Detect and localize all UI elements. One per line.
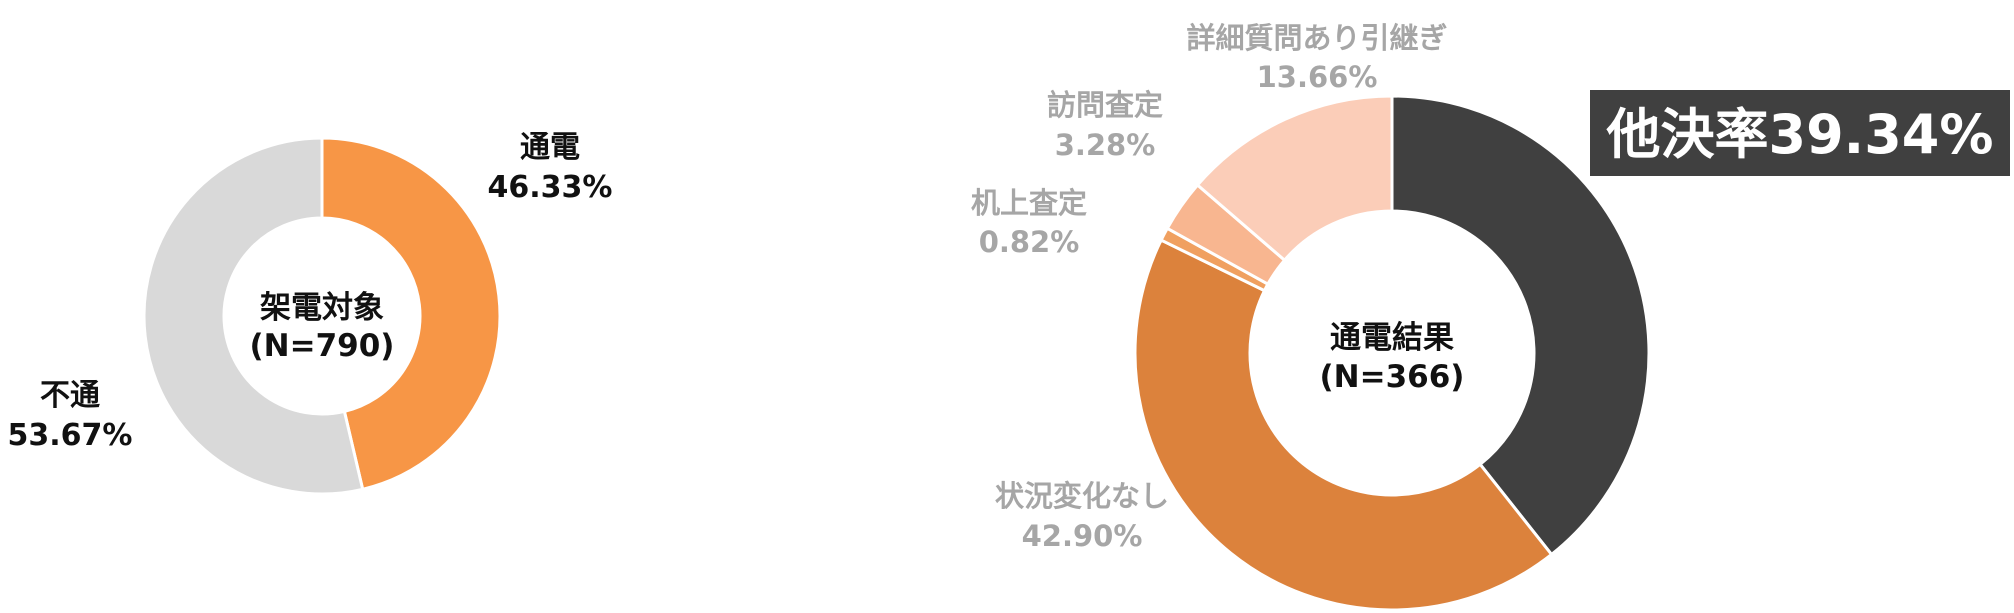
chart2-slice-1 <box>1133 238 1554 612</box>
chart1-label-connected-name: 通電 <box>520 130 580 165</box>
chart2-label-desk-pct: 0.82% <box>979 225 1080 259</box>
chart2-label-detailed-pct: 13.66% <box>1257 60 1378 94</box>
donut-chart-call-results: 通電結果 (N=366) 詳細質問あり引継ぎ 13.66% 訪問査定 3.28%… <box>971 21 2010 612</box>
chart1-center-title: 架電対象 <box>260 290 384 326</box>
chart2-label-desk-name: 机上査定 <box>971 186 1087 220</box>
chart1-label-unreached-name: 不通 <box>40 378 100 413</box>
chart2-slice-4 <box>1195 94 1394 263</box>
chart2-label-detailed-name: 詳細質問あり引継ぎ <box>1186 21 1447 55</box>
chart1-label-unreached-pct: 53.67% <box>8 418 133 453</box>
badge-other-decision-rate: 他決率39.34% <box>1590 90 2010 176</box>
donut-chart-call-targets: 架電対象 (N=790) 通電 46.33% 不通 53.67% <box>8 130 613 496</box>
chart2-label-nochange-name: 状況変化なし <box>995 479 1169 513</box>
badge-background <box>1590 90 2010 176</box>
chart1-center-count: (N=790) <box>250 328 395 364</box>
chart2-slices <box>1133 94 1651 612</box>
badge-text: 他決率39.34% <box>1606 103 1994 166</box>
chart1-label-connected-pct: 46.33% <box>488 170 613 205</box>
chart2-center-count: (N=366) <box>1320 359 1465 395</box>
chart2-label-nochange-pct: 42.90% <box>1022 519 1143 553</box>
chart2-label-visit-name: 訪問査定 <box>1047 88 1163 122</box>
chart2-slice-0 <box>1390 94 1651 557</box>
chart2-label-visit-pct: 3.28% <box>1055 128 1156 162</box>
chart1-slice-1 <box>142 136 365 496</box>
chart2-center-title: 通電結果 <box>1330 320 1454 356</box>
chart1-slices <box>142 136 502 496</box>
chart1-slice-0 <box>320 136 502 492</box>
